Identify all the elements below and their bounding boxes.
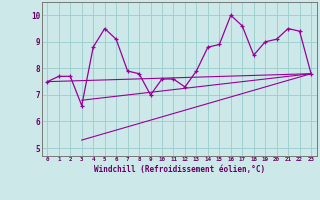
X-axis label: Windchill (Refroidissement éolien,°C): Windchill (Refroidissement éolien,°C)	[94, 165, 265, 174]
